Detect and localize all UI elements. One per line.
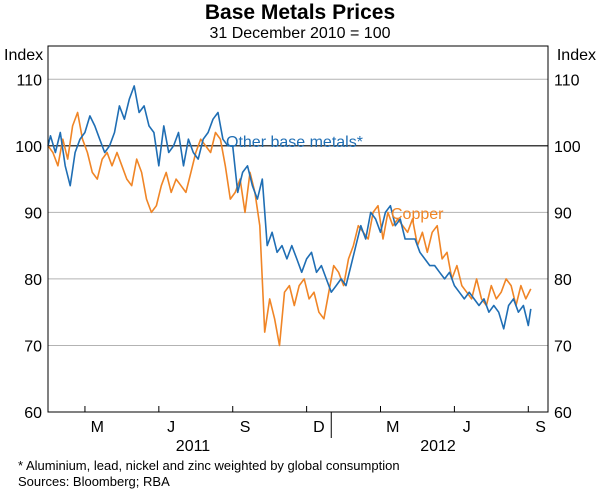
y-tick-right-90: 90 <box>554 205 572 222</box>
y-tick-left-90: 90 <box>24 205 42 222</box>
y-tick-right-100: 100 <box>554 139 581 156</box>
year-label-2011: 2011 <box>176 438 211 455</box>
x-tick-label-1: J <box>167 419 175 436</box>
sources-note: Sources: Bloomberg; RBA <box>18 474 170 489</box>
y-tick-left-70: 70 <box>24 338 42 355</box>
year-label-2012: 2012 <box>420 438 456 455</box>
y-tick-left-60: 60 <box>24 405 42 422</box>
x-tick-label-0: M <box>91 419 104 436</box>
y-tick-right-80: 80 <box>554 272 572 289</box>
x-tick-label-4: M <box>386 419 399 436</box>
series-label-copper: Copper <box>391 206 444 223</box>
x-tick-label-6: S <box>535 419 546 436</box>
y-tick-right-60: 60 <box>554 405 572 422</box>
y-tick-left-100: 100 <box>15 139 42 156</box>
series-line-other-base-metals <box>47 85 532 330</box>
x-tick-label-5: J <box>463 419 471 436</box>
series-label-other-base-metals: Other base metals* <box>226 134 363 151</box>
y-tick-left-110: 110 <box>16 72 42 89</box>
x-tick-label-3: D <box>313 419 325 436</box>
chart-subtitle: 31 December 2010 = 100 <box>209 25 390 42</box>
y-axis-label-left: Index <box>4 47 43 64</box>
x-tick-label-2: S <box>240 419 251 436</box>
y-tick-left-80: 80 <box>24 272 42 289</box>
y-tick-right-110: 110 <box>554 72 580 89</box>
plot-frame <box>47 45 549 413</box>
chart-title: Base Metals Prices <box>205 1 395 24</box>
y-axis-label-right: Index <box>557 47 596 64</box>
series-line-copper <box>47 111 532 347</box>
y-tick-right-70: 70 <box>554 338 572 355</box>
footnote: * Aluminium, lead, nickel and zinc weigh… <box>18 458 400 473</box>
